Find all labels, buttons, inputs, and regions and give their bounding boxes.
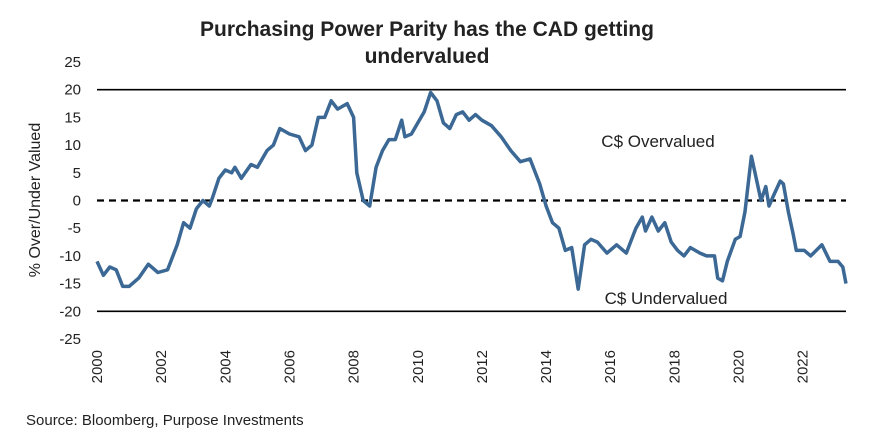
x-tick-label: 2010 [410, 350, 427, 383]
x-tick-label: 2020 [731, 350, 748, 383]
y-tick-label: 10 [64, 137, 81, 154]
y-tick-label: -15 [59, 276, 81, 293]
x-tick-label: 2000 [89, 350, 106, 383]
y-tick-label: -25 [59, 331, 81, 348]
y-tick-label: 5 [73, 165, 81, 182]
chart-title: Purchasing Power Parity has the CAD gett… [200, 18, 654, 41]
x-tick-label: 2022 [795, 350, 812, 383]
y-tick-label: 0 [73, 193, 81, 210]
x-tick-label: 2008 [346, 350, 363, 383]
chart-title: undervalued [365, 45, 490, 68]
x-tick-label: 2006 [281, 350, 298, 383]
x-tick-label: 2002 [153, 350, 170, 383]
y-tick-label: 15 [64, 109, 81, 126]
y-tick-label: -5 [68, 220, 81, 237]
x-tick-label: 2004 [217, 350, 234, 383]
x-tick-label: 2012 [474, 350, 491, 383]
x-tick-label: 2018 [666, 350, 683, 383]
y-axis-label: % Over/Under Valued [27, 123, 44, 277]
x-tick-label: 2014 [538, 350, 555, 383]
y-tick-label: -10 [59, 248, 81, 265]
y-tick-label: 20 [64, 82, 81, 99]
data-line [95, 90, 848, 291]
x-tick-label: 2016 [602, 350, 619, 383]
y-tick-label: -20 [59, 303, 81, 320]
annotation: C$ Overvalued [601, 132, 714, 151]
source: Source: Bloomberg, Purpose Investments [26, 412, 304, 429]
y-tick-label: 25 [64, 54, 81, 71]
annotation: C$ Undervalued [605, 289, 728, 308]
